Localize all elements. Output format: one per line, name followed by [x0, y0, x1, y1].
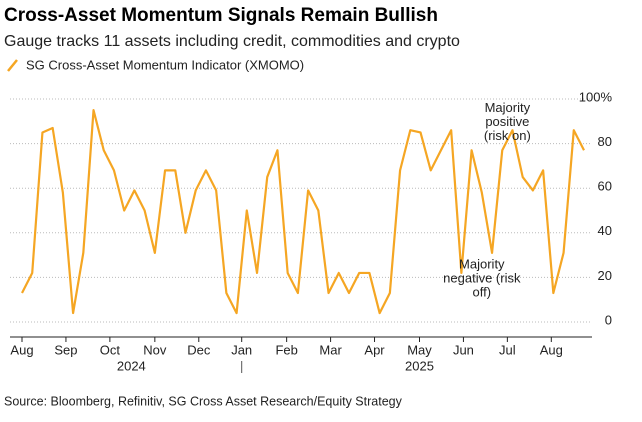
chart-title: Cross-Asset Momentum Signals Remain Bull…	[4, 5, 438, 26]
x-tick-label: Nov	[143, 342, 167, 357]
x-tick-label: Apr	[364, 342, 385, 357]
annotation: Majority negative (risk off)	[443, 257, 521, 300]
source: Source: Bloomberg, Refinitiv, SG Cross A…	[4, 394, 403, 408]
y-tick-label: 100%	[579, 89, 613, 104]
annotation-line: Majority	[459, 257, 505, 272]
x-tick-label: May	[407, 342, 432, 357]
x-tick-label: Dec	[187, 342, 211, 357]
y-tick-label: 60	[598, 179, 612, 194]
series-line	[21, 109, 585, 315]
y-tick-label: 40	[598, 223, 612, 238]
legend-icon	[7, 59, 18, 72]
y-tick-label: 20	[598, 268, 612, 283]
x-tick-label: Sep	[54, 342, 77, 357]
annotation-line: positive	[485, 115, 529, 130]
annotation-line: negative (risk	[443, 271, 521, 286]
y-tick-label: 80	[598, 134, 612, 149]
x-tick-label: Jul	[499, 342, 516, 357]
year-label: 2025	[405, 358, 434, 373]
annotation-line: Majority	[485, 101, 531, 116]
y-tick-label: 0	[605, 312, 612, 327]
x-tick-label: Feb	[275, 342, 297, 357]
x-tick-label: Mar	[319, 342, 342, 357]
chart-subtitle: Gauge tracks 11 assets including credit,…	[4, 33, 460, 50]
x-tick-label: Aug	[10, 342, 33, 357]
x-tick-label: Jan	[231, 342, 252, 357]
annotation-line: (risk on)	[484, 129, 531, 144]
x-tick-label: Jun	[453, 342, 474, 357]
x-tick-label: Oct	[100, 342, 121, 357]
year-label: 2024	[117, 358, 146, 373]
legend-label: SG Cross-Asset Momentum Indicator (XMOMO…	[26, 57, 304, 72]
annotation-line: off)	[473, 285, 492, 300]
annotation: Majority positive (risk on)	[484, 101, 531, 144]
x-tick-label: Aug	[540, 342, 563, 357]
